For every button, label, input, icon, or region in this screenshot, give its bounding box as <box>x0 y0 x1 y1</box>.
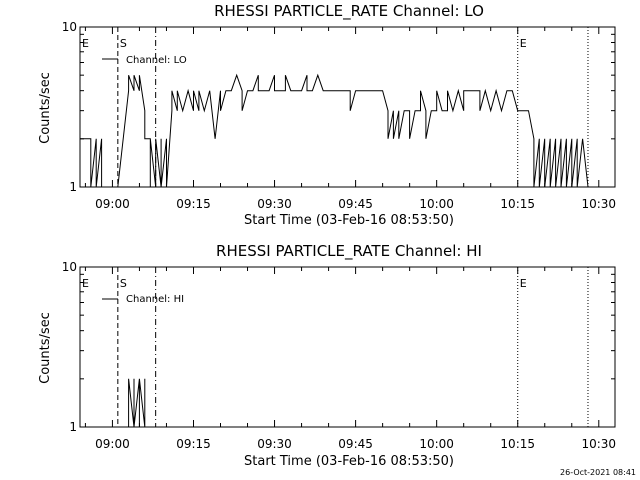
x-tick-label: 09:45 <box>338 437 373 451</box>
marker-label: E <box>520 277 527 290</box>
plot-frame <box>79 266 616 428</box>
y-tick-label: 1 <box>69 420 77 434</box>
y-tick-label: 10 <box>62 20 77 34</box>
marker-label: S <box>120 37 127 50</box>
y-tick-label: 1 <box>69 180 77 194</box>
x-axis-label: Start Time (03-Feb-16 08:53:50) <box>244 454 454 469</box>
chart-title: RHESSI PARTICLE_RATE Channel: HI <box>216 242 482 261</box>
series-line <box>80 73 589 188</box>
x-tick-label: 09:00 <box>95 197 130 211</box>
x-tick-label: 09:00 <box>95 437 130 451</box>
x-tick-label: 09:15 <box>176 197 211 211</box>
marker-label: E <box>82 37 89 50</box>
panel-lo: RHESSI PARTICLE_RATE Channel: LO Start T… <box>38 2 616 228</box>
x-tick-label: 10:30 <box>581 197 616 211</box>
marker-label: S <box>120 277 127 290</box>
x-tick-label: 09:30 <box>257 437 292 451</box>
plot-frame <box>79 26 616 188</box>
marker-label: E <box>520 37 527 50</box>
legend: Channel: HI <box>102 294 184 305</box>
axis-ticks: 09:00 09:15 09:30 09:45 10:00 10:15 10:30 1 10 <box>62 20 616 211</box>
footer-timestamp: 26-Oct-2021 08:41 <box>560 468 636 477</box>
series-group <box>128 378 146 428</box>
x-tick-label: 09:15 <box>176 437 211 451</box>
x-tick-label: 09:30 <box>257 197 292 211</box>
marker-label: E <box>82 277 89 290</box>
legend: Channel: LO <box>102 55 187 66</box>
x-tick-label: 10:00 <box>419 437 454 451</box>
x-tick-label: 10:00 <box>419 197 454 211</box>
x-tick-label: 10:15 <box>500 437 535 451</box>
series-group <box>80 73 589 188</box>
y-axis-label: Counts/sec <box>38 72 53 144</box>
axis-ticks: 09:00 09:15 09:30 09:45 10:00 10:15 10:30 1 10 <box>62 260 616 451</box>
series-line <box>128 378 146 428</box>
x-tick-label: 09:45 <box>338 197 373 211</box>
chart-title: RHESSI PARTICLE_RATE Channel: LO <box>214 2 484 21</box>
panel-hi: RHESSI PARTICLE_RATE Channel: HI Start T… <box>38 242 616 469</box>
x-tick-label: 10:30 <box>581 437 616 451</box>
legend-label: Channel: LO <box>126 55 187 66</box>
y-tick-label: 10 <box>62 260 77 274</box>
legend-label: Channel: HI <box>126 294 184 305</box>
x-tick-label: 10:15 <box>500 197 535 211</box>
x-axis-label: Start Time (03-Feb-16 08:53:50) <box>244 213 454 228</box>
y-axis-label: Counts/sec <box>38 312 53 384</box>
